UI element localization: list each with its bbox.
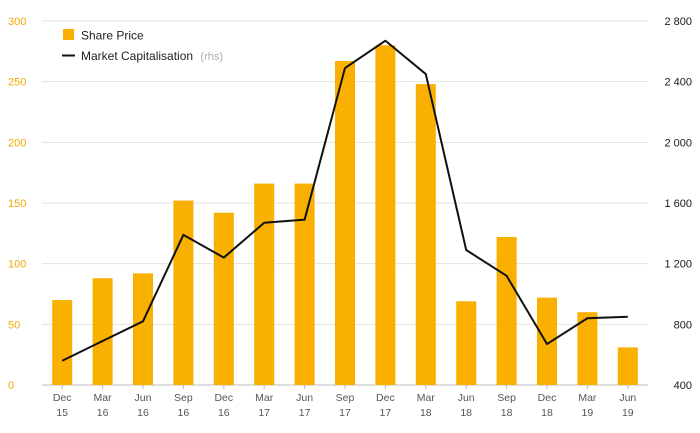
left-axis-tick-label: 250 xyxy=(8,77,26,89)
x-axis-tick-label-year: 17 xyxy=(258,407,270,419)
x-axis-tick-label-month: Jun xyxy=(135,392,152,404)
legend-label-market-cap-suffix: (rhs) xyxy=(200,51,223,63)
x-axis-tick-label-month: Sep xyxy=(497,392,516,404)
legend-label-share-price: Share Price xyxy=(81,29,144,43)
share-price-bar xyxy=(173,200,194,385)
share-price-bar xyxy=(254,183,275,385)
x-axis-tick-label-month: Dec xyxy=(214,392,233,404)
x-axis-tick-label-year: 18 xyxy=(541,407,553,419)
share-price-bar xyxy=(577,312,598,385)
x-axis-tick-label-year: 15 xyxy=(56,407,68,419)
share-price-bar xyxy=(52,300,73,385)
legend-label-market-cap: Market Capitalisation (rhs) xyxy=(81,49,223,63)
left-axis-tick-label: 200 xyxy=(8,137,26,149)
x-axis-tick-label-month: Sep xyxy=(174,392,193,404)
x-axis-tick-label-year: 17 xyxy=(339,407,351,419)
left-axis-ticks: 0 50 100 150 200 250 300 xyxy=(8,16,26,392)
share-price-bar xyxy=(335,61,355,385)
share-price-bar xyxy=(133,273,153,385)
x-axis-tick-label-year: 17 xyxy=(380,407,392,419)
x-axis-tick-label-month: Mar xyxy=(417,392,436,404)
x-axis-tick-label-year: 16 xyxy=(178,407,190,419)
market-cap-line-layer xyxy=(61,39,628,362)
x-axis-tick-label-month: Dec xyxy=(53,392,72,404)
market-cap-line xyxy=(61,39,628,362)
left-axis-tick-label: 150 xyxy=(8,198,26,210)
right-axis-tick-label: 800 xyxy=(674,319,692,331)
legend-swatch-share-price xyxy=(63,29,74,40)
share-price-bar xyxy=(375,45,396,386)
x-axis-tick-label-year: 19 xyxy=(622,407,634,419)
right-axis-tick-label: 2 000 xyxy=(664,137,692,149)
share-price-bar xyxy=(294,183,315,385)
share-price-bar xyxy=(537,297,557,385)
x-axis-tick-label-year: 17 xyxy=(299,407,311,419)
x-axis-tick-label-month: Jun xyxy=(296,392,313,404)
right-axis-tick-label: 2 400 xyxy=(664,77,692,89)
right-axis-tick-label: 2 800 xyxy=(664,16,692,28)
x-axis-tick-label-month: Sep xyxy=(336,392,355,404)
legend-label-market-cap-name: Market Capitalisation xyxy=(81,49,193,63)
x-axis-tick-label-year: 18 xyxy=(501,407,513,419)
share-price-bar xyxy=(496,236,517,385)
left-axis-tick-label: 50 xyxy=(8,319,20,331)
x-axis-tick-label-year: 16 xyxy=(137,407,149,419)
x-axis-tick-label-month: Jun xyxy=(619,392,636,404)
left-axis-tick-label: 300 xyxy=(8,16,26,28)
share-price-bar xyxy=(92,278,113,385)
x-axis-ticks: Dec 15 Mar 16 Jun 16 Sep 16 Dec 16 Mar 17 Jun 17 Sep 17… xyxy=(53,385,636,419)
left-axis-tick-label: 100 xyxy=(8,259,26,271)
x-axis-tick-label-month: Dec xyxy=(376,392,395,404)
legend: Share Price Market Capitalisation (rhs) xyxy=(62,29,223,63)
x-axis-tick-label-month: Dec xyxy=(538,392,557,404)
right-axis-tick-label: 400 xyxy=(674,380,692,392)
x-axis-tick-label-year: 18 xyxy=(420,407,432,419)
right-axis-tick-label: 1 600 xyxy=(664,198,692,210)
right-axis-tick-label: 1 200 xyxy=(664,259,692,271)
x-axis-tick-label-year: 19 xyxy=(582,407,594,419)
share-price-bar xyxy=(456,301,477,385)
x-axis-tick-label-year: 16 xyxy=(218,407,230,419)
left-axis-tick-label: 0 xyxy=(8,380,14,392)
x-axis-tick-label-month: Mar xyxy=(578,392,597,404)
share-price-bars xyxy=(52,45,638,386)
x-axis-tick-label-month: Jun xyxy=(458,392,475,404)
x-axis-tick-label-year: 16 xyxy=(97,407,109,419)
x-axis-tick-label-year: 18 xyxy=(460,407,472,419)
x-axis-tick-label-month: Mar xyxy=(94,392,113,404)
share-price-bar xyxy=(617,347,638,385)
share-price-bar xyxy=(415,84,436,386)
share-price-bar xyxy=(213,212,234,385)
x-axis-tick-label-month: Mar xyxy=(255,392,274,404)
right-axis-ticks: 400 800 1 200 1 600 2 000 2 400 2 800 xyxy=(664,16,692,392)
